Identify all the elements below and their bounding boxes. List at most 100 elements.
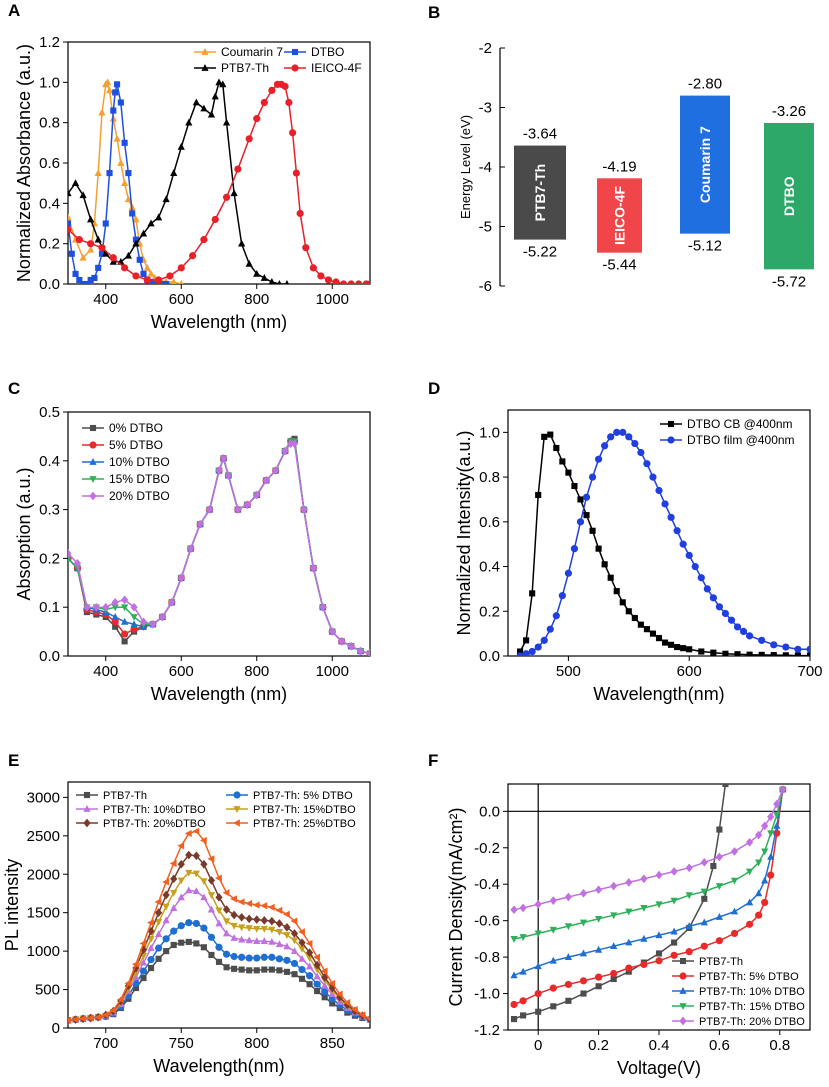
- panel-e-series-1-point: [200, 924, 208, 932]
- panel-f-series-3-line: [513, 789, 784, 940]
- y-tick-label: -0.8: [474, 949, 500, 966]
- panel-e-series-1-point: [185, 919, 193, 927]
- panel-f-series-3-point: [610, 912, 618, 920]
- legend-label: PTB7-Th: 5% DTBO: [253, 790, 353, 802]
- panel-e-series-0-point: [215, 958, 223, 965]
- panel-b-bar-group-0: -3.64 -5.22 PTB7-Th: [514, 126, 566, 261]
- panel-f-series-2-point: [625, 938, 633, 946]
- y-tick-label: 0.2: [39, 236, 60, 253]
- panel-c-series-3-point: [73, 565, 82, 573]
- bar-category-label: PTB7-Th: [532, 164, 548, 222]
- panel-a-series-3-point: [317, 272, 325, 280]
- panel-f-series-2-point: [655, 931, 663, 939]
- panel-e-series-5-point: [71, 1015, 79, 1024]
- legend-swatch-marker: [679, 972, 687, 980]
- panel-e-series-0-point: [155, 955, 162, 962]
- panel-f-series-1-point: [755, 911, 763, 919]
- x-axis-label: Wavelength (nm): [151, 312, 287, 332]
- panel-c-series-4-point: [366, 649, 370, 656]
- panel-e-series-2-point: [132, 973, 140, 981]
- panel-e-series-5-point: [230, 895, 237, 903]
- panel-f-series-4-point: [761, 821, 769, 831]
- panel-f-series-4-point: [534, 899, 542, 909]
- panel-e-series-1-point: [260, 953, 268, 961]
- panel-d-series-1-point: [733, 623, 742, 631]
- panel-d-series-0-point: [607, 574, 614, 581]
- panel-e-series-3-point: [253, 925, 261, 933]
- panel-d-legend: DTBO CB @400nm DTBO film @400nm: [660, 417, 795, 447]
- panel-e-series-5-point: [116, 995, 124, 1004]
- panel-f-series-0-point: [510, 1016, 518, 1023]
- panel-e-series-5-point: [222, 889, 230, 897]
- panel-d-series-0-point: [710, 649, 717, 656]
- legend-swatch-marker: [89, 476, 97, 483]
- panel-e-series-1-point: [162, 935, 170, 943]
- panel-e-series-0-point: [208, 951, 215, 959]
- panel-f-series-3-point: [773, 812, 781, 819]
- legend-label: PTB7-Th: 15% DTBO: [699, 1001, 805, 1013]
- panel-f-series-4-point: [779, 785, 787, 794]
- panel-a-series-2-point: [245, 259, 253, 267]
- panel-e-series-0-point: [223, 964, 230, 971]
- panel-f-series-3-point: [755, 859, 763, 867]
- panel-e-series-4-point: [328, 983, 336, 993]
- panel-d-series-1-point: [649, 473, 657, 481]
- panel-a-series-1-point: [91, 274, 98, 282]
- panel-e-series-1-point: [222, 950, 231, 958]
- panel-f-series-4-point: [640, 874, 648, 884]
- panel-f-series-2-point: [761, 876, 769, 884]
- panel-e-series-1-point: [207, 933, 216, 941]
- panel-e-series-5-point: [215, 874, 222, 882]
- panel-e-series-2-point: [238, 935, 246, 943]
- panel-a-series-1-point: [68, 220, 72, 227]
- panel-d-series-0-point: [535, 491, 542, 499]
- panel-c-series-4-point: [224, 471, 233, 480]
- panel-f-series-2-point: [549, 956, 557, 964]
- panel-a-series-3-point: [296, 209, 304, 218]
- panel-f-series-4-point: [715, 852, 723, 862]
- y-axis-label: Normalized Absorbance (a.u.): [14, 44, 34, 282]
- panel-a-series-1-point: [163, 280, 170, 284]
- panel-a-series-2-point: [268, 278, 275, 284]
- y-tick-label: 0.5: [39, 404, 60, 421]
- panel-f-series-2-point: [564, 953, 572, 960]
- panel-e-series-1-point: [245, 954, 253, 962]
- panel-d-series-1-point: [516, 652, 524, 656]
- panel-d-series-0-point: [577, 496, 584, 503]
- panel-e-series-5-point: [147, 919, 154, 927]
- panel-e-series-0-point: [321, 994, 328, 1001]
- panel-e-series-0-point: [238, 966, 245, 973]
- panel-e-series-3-point: [245, 925, 253, 933]
- panel-e-series-4-point: [124, 981, 132, 991]
- panel-e-series-2-point: [207, 905, 216, 913]
- panel-e-series-4-point: [170, 874, 178, 884]
- panel-f-series-0-point: [722, 784, 729, 788]
- panel-e-series-5-point: [335, 990, 343, 998]
- panel-a-series-2-point: [139, 229, 148, 237]
- y-tick-label: 0.2: [479, 603, 500, 620]
- x-tick-label: 1000: [316, 291, 349, 308]
- panel-e-series-5-point: [350, 1005, 358, 1014]
- panel-f-series-2: [510, 785, 787, 979]
- panel-d-series-0-point: [619, 599, 626, 606]
- panel-e-series-0-point: [329, 1000, 336, 1007]
- legend-label: DTBO CB @400nm: [687, 417, 793, 431]
- panel-f-series-1-point: [640, 960, 648, 969]
- panel-a-series-3-point: [253, 115, 261, 123]
- panel-e-series-5-point: [109, 1006, 117, 1014]
- panel-d-series-1-point: [534, 643, 542, 651]
- panel-d-series-0-point: [655, 635, 663, 642]
- x-tick-label: 800: [244, 291, 269, 308]
- y-tick-label: 0.8: [39, 115, 60, 132]
- panel-a-series-3-point: [87, 240, 95, 248]
- plot-frame: [507, 409, 811, 657]
- panel-e-series-1-point: [155, 944, 163, 952]
- panel-c-series-3-point: [121, 604, 129, 612]
- y-tick-label: 0.0: [39, 648, 60, 665]
- lumo-label: -2.80: [688, 76, 722, 93]
- panel-f-series-1-line: [513, 789, 784, 1006]
- panel-e-series-4-point: [313, 960, 321, 970]
- panel-e-series-0-point: [200, 944, 207, 951]
- panel-d-series-0-point: [668, 641, 675, 648]
- legend-label: 5% DTBO: [109, 438, 163, 452]
